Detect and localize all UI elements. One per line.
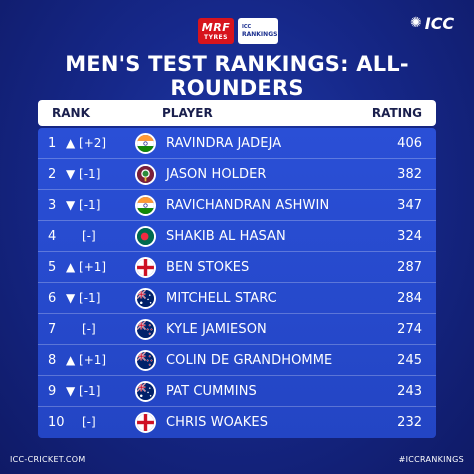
player-name: SHAKIB AL HASAN [166,229,286,244]
player-rating: 284 [397,291,422,306]
player-rating: 406 [397,136,422,151]
rank-movement: [-] [82,322,96,336]
player-name: MITCHELL STARC [166,291,277,306]
rank-position: 8 [48,353,57,368]
player-rating: 382 [397,167,422,182]
page-title: MEN'S TEST RANKINGS: ALL-ROUNDERS [65,52,409,100]
new-zealand-flag-icon [135,350,156,371]
header-rating: RATING [371,106,422,120]
rank-movement: ▲ [+1] [66,353,107,367]
footer-hashtag: #ICCRANKINGS [398,455,464,464]
rank-position: 4 [48,229,57,244]
header-player: PLAYER [162,106,213,120]
bangladesh-flag-icon [135,226,156,247]
rank-position: 3 [48,198,57,213]
rank-movement: ▼ [-1] [66,167,101,181]
player-rating: 347 [397,198,422,213]
rank-movement: ▼ [-1] [66,198,101,212]
australia-flag-icon [135,381,156,402]
table-header: RANK PLAYER RATING [38,100,436,126]
australia-flag-icon [135,288,156,309]
mrf-logo: MRF TYRES [198,18,234,44]
player-name: BEN STOKES [166,260,250,275]
table-row: 7 [-] KYLE JAMIESON 274 [38,314,436,345]
india-flag-icon [135,133,156,154]
rank-position: 7 [48,322,57,337]
table-row: 2 ▼ [-1] JASON HOLDER 382 [38,159,436,190]
england-flag-icon [135,257,156,278]
rank-position: 1 [48,136,57,151]
rank-movement: ▲ [+2] [66,136,107,150]
rank-position: 2 [48,167,57,182]
player-name: JASON HOLDER [166,167,267,182]
rank-position: 6 [48,291,57,306]
player-name: COLIN DE GRANDHOMME [166,353,333,368]
footer-website: ICC-CRICKET.COM [10,455,86,464]
table-row: 3 ▼ [-1] RAVICHANDRAN ASHWIN 347 [38,190,436,221]
rank-movement: ▼ [-1] [66,384,101,398]
table-row: 4 [-] SHAKIB AL HASAN 324 [38,221,436,252]
rank-position: 5 [48,260,57,275]
player-rating: 245 [397,353,422,368]
india-flag-icon [135,195,156,216]
header-rank: RANK [52,106,90,120]
rank-position: 9 [48,384,57,399]
player-rating: 324 [397,229,422,244]
player-rating: 232 [397,415,422,430]
table-row: 5 ▲ [+1] BEN STOKES 287 [38,252,436,283]
icc-logo: ✺ ICC [410,13,455,33]
player-name: RAVINDRA JADEJA [166,136,282,151]
table-row: 10 [-] CHRIS WOAKES 232 [38,407,436,438]
player-rating: 274 [397,322,422,337]
rank-movement: ▼ [-1] [66,291,101,305]
rank-movement: ▲ [+1] [66,260,107,274]
table-row: 8 ▲ [+1] COLIN DE GRANDHOMME 245 [38,345,436,376]
west-indies-flag-icon [135,164,156,185]
icc-emblem-icon: ✺ [410,15,422,31]
player-rating: 287 [397,260,422,275]
table-row: 9 ▼ [-1] PAT CUMMINS 243 [38,376,436,407]
player-name: KYLE JAMIESON [166,322,267,337]
england-flag-icon [135,412,156,433]
table-row: 6 ▼ [-1] MITCHELL STARC 284 [38,283,436,314]
sponsor-badge: MRF TYRES ICC RANKINGS [196,14,280,48]
rank-movement: [-] [82,415,96,429]
player-name: CHRIS WOAKES [166,415,269,430]
rank-position: 10 [48,415,65,430]
rankings-table: 1 ▲ [+2] RAVINDRA JADEJA 406 2 ▼ [-1] JASON HO… [38,128,436,438]
player-name: RAVICHANDRAN ASHWIN [166,198,330,213]
player-name: PAT CUMMINS [166,384,257,399]
player-rating: 243 [397,384,422,399]
new-zealand-flag-icon [135,319,156,340]
icc-rankings-logo: ICC RANKINGS [238,18,278,44]
table-row: 1 ▲ [+2] RAVINDRA JADEJA 406 [38,128,436,159]
rank-movement: [-] [82,229,96,243]
